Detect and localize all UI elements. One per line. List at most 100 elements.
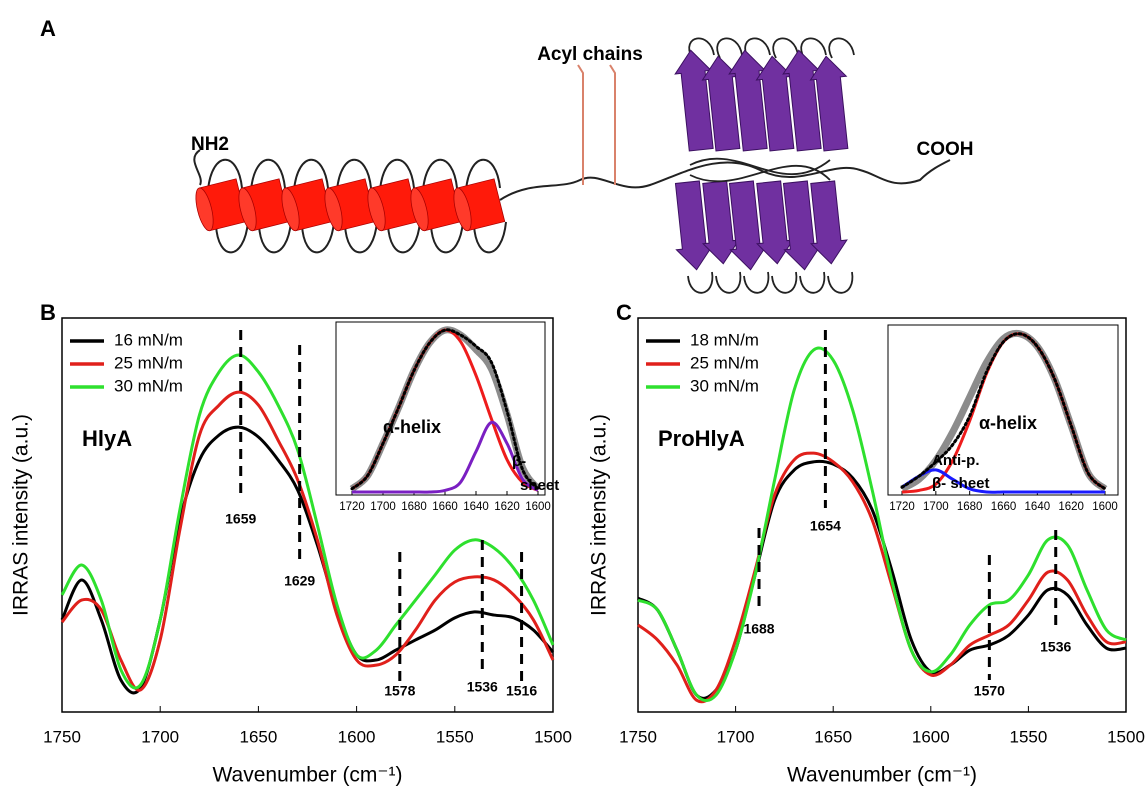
helix-cylinder	[238, 178, 291, 232]
diagram-label: COOH	[917, 139, 974, 160]
x-tick-label: 1640	[463, 501, 489, 513]
chart-title: ProHlyA	[658, 426, 745, 451]
loop	[715, 271, 742, 294]
acyl-chain	[609, 64, 616, 185]
peak-label: 1629	[284, 573, 315, 589]
loop	[336, 158, 372, 191]
loop	[473, 221, 507, 254]
helix-cylinder	[453, 178, 506, 232]
series-line	[637, 459, 1127, 700]
series-line	[351, 420, 539, 494]
x-axis-label: Wavenumber (cm⁻¹)	[787, 764, 977, 787]
inset-label: Anti-p.	[932, 452, 979, 469]
panel-label: B	[40, 300, 56, 325]
series-line	[637, 451, 1127, 704]
x-tick-label: 1660	[991, 501, 1017, 513]
legend-label: 25 mN/m	[114, 353, 183, 372]
x-tick-label: 1680	[957, 501, 983, 513]
loop	[293, 158, 329, 191]
cylinder-end	[367, 187, 386, 232]
series-line	[901, 468, 1105, 494]
peak-label: 1659	[225, 511, 256, 527]
plot-frame	[637, 317, 1127, 713]
peak-label: 1688	[743, 621, 774, 637]
series-line	[60, 390, 555, 692]
x-tick-label: 1600	[525, 501, 551, 513]
plot-frame	[61, 317, 554, 713]
inset-label: α-helix	[383, 417, 441, 437]
x-tick-label: 1650	[814, 727, 852, 746]
beta-strand	[755, 55, 795, 152]
loop	[689, 157, 831, 183]
legend-label: 18 mN/m	[690, 330, 759, 349]
loop	[800, 37, 827, 59]
legend-label: 30 mN/m	[690, 376, 759, 395]
x-tick-label: 1620	[494, 501, 520, 513]
loop	[387, 221, 421, 254]
inset-chart: 1720 1700 1680 1660 1640 1620 1600 α-helix β-she…	[335, 321, 559, 513]
loop	[250, 158, 286, 191]
x-tick-label: 1640	[1025, 501, 1051, 513]
x-tick-label: 1700	[717, 727, 755, 746]
cylinder-end	[453, 187, 472, 232]
x-tick-label: 1700	[923, 501, 949, 513]
loop	[772, 37, 799, 59]
beta-strand	[782, 180, 822, 271]
loop	[799, 271, 826, 294]
x-tick-label: 1600	[338, 727, 376, 746]
protein-diagram	[193, 37, 951, 294]
diagram-label: Acyl chains	[537, 44, 643, 65]
x-tick-label: 1650	[239, 727, 277, 746]
beta-strand	[701, 55, 741, 152]
y-axis-label: IRRAS intensity (a.u.)	[10, 414, 33, 616]
x-tick-label: 1500	[1107, 727, 1145, 746]
series-line	[60, 353, 555, 690]
cylinder-end	[324, 187, 343, 232]
peak-label: 1578	[384, 683, 415, 699]
diagram-label: NH2	[191, 134, 229, 155]
beta-strand	[674, 49, 714, 152]
peak-label: 1654	[810, 518, 841, 534]
loop	[422, 158, 458, 191]
beta-strand	[728, 49, 768, 152]
panel-label: C	[616, 300, 632, 325]
loop	[828, 37, 855, 59]
x-tick-label: 1550	[1009, 727, 1047, 746]
chart-title: HlyA	[82, 426, 132, 451]
helix-cylinder	[195, 178, 248, 232]
inset-chart: 1720 1700 1680 1660 1640 1620 1600 α-helix Anti-…	[887, 324, 1119, 513]
loop	[344, 221, 378, 254]
x-tick-label: 1550	[436, 727, 474, 746]
beta-strand	[782, 49, 822, 152]
cylinder-end	[195, 187, 214, 232]
peak-label: 1536	[467, 679, 498, 695]
loop	[771, 271, 798, 294]
x-tick-label: 1620	[1058, 501, 1084, 513]
acyl-chain	[577, 64, 584, 185]
x-tick-label: 1720	[339, 501, 365, 513]
x-tick-label: 1660	[432, 501, 458, 513]
series-line	[900, 332, 1107, 491]
x-axis-label: Wavenumber (cm⁻¹)	[213, 764, 403, 787]
panel-label: A	[40, 16, 56, 41]
x-tick-label: 1680	[401, 501, 427, 513]
peak-label: 1570	[974, 683, 1005, 699]
inset-label: β-	[512, 453, 526, 470]
x-tick-label: 1720	[889, 501, 915, 513]
series-line	[637, 346, 1127, 703]
peak-label: 1536	[1040, 639, 1071, 655]
helix-cylinder	[324, 178, 377, 232]
series-line	[350, 328, 540, 491]
helix-cylinder	[410, 178, 463, 232]
x-tick-label: 1750	[619, 727, 657, 746]
x-tick-label: 1750	[43, 727, 81, 746]
y-axis-label: IRRAS intensity (a.u.)	[588, 414, 611, 616]
chart: C ProHlyA Wavenumber (cm⁻¹) IRRAS intensity…	[588, 300, 1145, 787]
loop	[465, 158, 501, 191]
beta-strand	[809, 55, 849, 152]
x-tick-label: 1700	[370, 501, 396, 513]
loop	[301, 221, 335, 254]
beta-strand	[674, 180, 714, 271]
loop	[430, 221, 464, 254]
